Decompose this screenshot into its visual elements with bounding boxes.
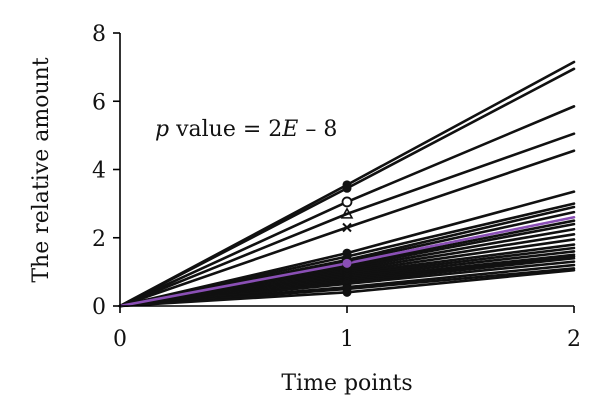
data-point: [340, 207, 354, 219]
x-tick-label: 2: [567, 327, 581, 352]
data-point: [342, 183, 352, 193]
annotation-rest: value = 2: [169, 117, 282, 142]
data-point: [342, 287, 352, 297]
annotation-e: E: [281, 117, 298, 142]
annotation-p: p: [155, 117, 169, 142]
annotation-tail: – 8: [298, 117, 337, 142]
series-line: [118, 132, 576, 308]
y-tick-label: 4: [92, 159, 106, 184]
data-point: [342, 258, 352, 268]
x-tick-label: 0: [113, 327, 127, 352]
y-tick-label: 2: [92, 227, 106, 252]
x-tick-label: 1: [340, 327, 354, 352]
p-value-annotation: p value = 2E – 8: [155, 117, 337, 142]
y-tick-label: 8: [92, 22, 106, 47]
y-tick-label: 0: [92, 295, 106, 320]
tick-layer: 0 1 2 0 2 4 6 8: [92, 22, 581, 352]
x-axis-title: Time points: [281, 371, 412, 396]
y-tick-label: 6: [92, 90, 106, 115]
marker-layer: [340, 180, 354, 297]
data-point: [341, 196, 353, 208]
data-point: [342, 222, 352, 233]
y-axis-title: The relative amount: [29, 57, 54, 282]
